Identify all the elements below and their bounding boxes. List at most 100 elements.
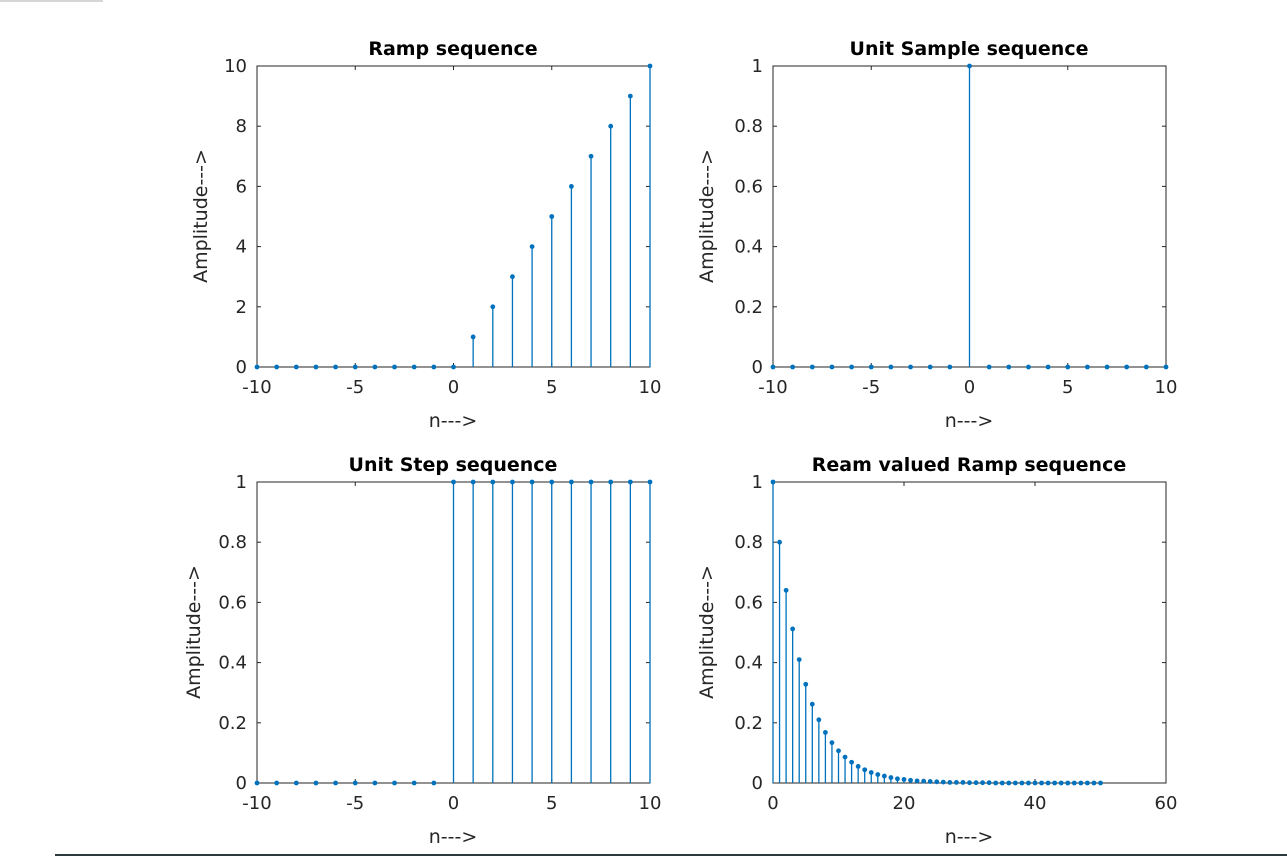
y-tick-label: 0: [752, 357, 763, 378]
stem-marker: [274, 780, 280, 786]
stem-marker: [927, 779, 933, 784]
stem-marker: [352, 780, 358, 786]
stem-marker: [954, 779, 959, 785]
stem-marker: [1026, 364, 1031, 370]
y-tick-label: 0.4: [734, 237, 763, 258]
x-tick-label: 0: [767, 793, 778, 814]
y-tick-label: 0: [236, 357, 247, 378]
top-left-strip: [0, 0, 103, 2]
stem-marker: [451, 479, 456, 485]
stem-marker: [549, 214, 555, 219]
y-tick-label: 0.2: [734, 297, 763, 318]
stem-marker: [1045, 364, 1051, 370]
stem-marker: [908, 364, 913, 370]
stem-marker: [967, 780, 972, 786]
stem-marker: [836, 748, 841, 754]
subplot-title: Ramp sequence: [368, 38, 537, 60]
y-tick-label: 1: [752, 472, 763, 493]
stem-marker: [829, 364, 835, 370]
stem-marker: [790, 364, 796, 370]
stem-marker: [411, 780, 417, 786]
stem-marker: [986, 780, 992, 786]
stem-marker: [927, 364, 933, 370]
x-tick-label: 5: [1062, 377, 1073, 398]
y-tick-label: 0.4: [734, 653, 763, 674]
y-tick-label: 0.8: [218, 532, 247, 553]
stem-marker: [588, 153, 594, 159]
y-tick-label: 0.2: [218, 713, 247, 734]
stem-marker: [293, 364, 299, 370]
stem-marker: [588, 479, 594, 485]
stem-marker: [529, 244, 535, 250]
stem-marker: [293, 780, 299, 786]
stem-marker: [647, 479, 653, 485]
stem-marker: [770, 364, 776, 370]
stem-marker: [796, 657, 802, 662]
x-tick-label: 10: [639, 793, 662, 814]
x-tick-label: -5: [346, 793, 364, 814]
stem-marker: [549, 479, 555, 485]
stem-marker: [431, 780, 437, 786]
stem-marker: [627, 479, 633, 485]
stem-marker: [1085, 364, 1090, 370]
stem-marker: [647, 63, 653, 69]
stem-marker: [809, 364, 815, 370]
stem-marker: [510, 274, 515, 280]
stem-marker: [888, 364, 894, 370]
stem-marker: [490, 304, 496, 310]
stem-marker: [529, 479, 535, 485]
stem-marker: [1058, 780, 1064, 786]
stem-marker: [1091, 780, 1097, 786]
y-tick-label: 0.8: [734, 532, 763, 553]
stem-marker: [868, 770, 874, 775]
stem-marker: [803, 681, 809, 687]
stem-marker: [608, 123, 614, 129]
subplot-title: Unit Sample sequence: [850, 38, 1089, 60]
stem-marker: [809, 701, 815, 707]
y-tick-label: 0.8: [734, 116, 763, 137]
x-tick-label: 5: [546, 377, 557, 398]
stem-marker: [855, 764, 861, 769]
stem-marker: [980, 780, 985, 786]
x-tick-label: -10: [242, 377, 271, 398]
x-tick-label: 20: [893, 793, 916, 814]
stem-marker: [993, 780, 999, 786]
stem-marker: [333, 780, 338, 786]
stem-marker: [1163, 364, 1169, 370]
x-tick-label: 5: [546, 793, 557, 814]
stem-marker: [1098, 780, 1103, 786]
x-tick-label: 60: [1155, 793, 1178, 814]
stem-marker: [313, 780, 319, 786]
stem-marker: [1065, 780, 1071, 786]
subplot-unit-sample: Unit Sample sequence Amplitude---> n--->…: [696, 38, 1177, 432]
y-tick-label: 0: [752, 773, 763, 794]
y-tick-label: 0.6: [218, 592, 247, 613]
stem-marker: [1085, 780, 1090, 786]
stem-marker: [901, 776, 907, 782]
y-tick-label: 4: [236, 237, 247, 258]
stem-marker: [254, 364, 260, 370]
stem-marker: [372, 780, 378, 786]
x-tick-label: -10: [758, 377, 787, 398]
stem-marker: [816, 717, 822, 723]
y-tick-label: 8: [236, 116, 247, 137]
stem-marker: [392, 364, 397, 370]
x-tick-label: -5: [346, 377, 364, 398]
subplot-ramp: Ramp sequence Amplitude---> n---> -10 -5 0…: [190, 38, 661, 432]
stem-marker: [1071, 780, 1077, 786]
stem-marker: [451, 364, 456, 370]
stem-marker: [569, 184, 574, 189]
stem-marker: [1045, 780, 1051, 786]
stem-marker: [254, 780, 260, 786]
stem-marker: [849, 364, 854, 370]
stem-marker: [999, 780, 1005, 786]
stem-marker: [333, 364, 338, 370]
stem-marker: [862, 767, 868, 773]
stem-marker: [1006, 364, 1012, 370]
y-axis-label: Amplitude--->: [696, 565, 718, 699]
stem-marker: [1143, 364, 1149, 370]
stem-marker: [829, 740, 835, 746]
stem-marker: [868, 364, 874, 370]
x-tick-label: 40: [1024, 793, 1047, 814]
stem-marker: [1006, 780, 1012, 786]
